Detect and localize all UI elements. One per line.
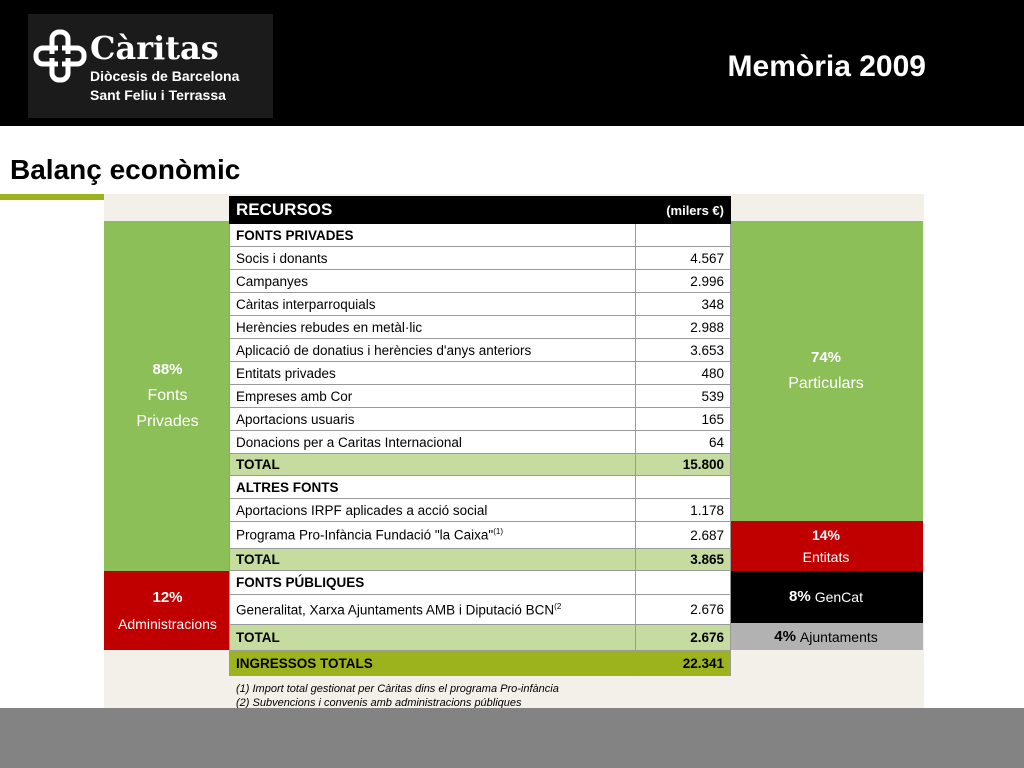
caritas-logo: Càritas Diòcesis de Barcelona Sant Feliu… — [28, 14, 273, 118]
row-value: 2.676 — [635, 594, 731, 625]
row-label: Socis i donants — [229, 246, 636, 270]
row-label: Entitats privades — [229, 361, 636, 385]
panel-percent: 8% — [789, 588, 811, 605]
row-value: 1.178 — [635, 498, 731, 522]
table-row: Entitats privades 480 — [229, 361, 731, 385]
footnote: (2) Subvencions i convenis amb administr… — [236, 697, 522, 709]
row-label: Aportacions usuaris — [229, 407, 636, 431]
grand-total-value: 22.341 — [635, 650, 731, 676]
panel-label: Fonts — [147, 387, 188, 404]
panel-label: Ajuntaments — [799, 628, 878, 645]
section-heading: FONTS PÚBLIQUES — [229, 570, 636, 595]
panel-label: Administracions — [118, 615, 217, 632]
total-label: TOTAL — [229, 548, 636, 571]
row-label-cell: Generalitat, Xarxa Ajuntaments AMB i Dip… — [229, 594, 636, 625]
panel-percent: 14% — [811, 527, 841, 543]
total-row: TOTAL 3.865 — [229, 548, 731, 571]
row-label: Càritas interparroquials — [229, 292, 636, 316]
grand-total-label: INGRESSOS TOTALS — [229, 650, 636, 676]
row-label: Programa Pro-Infància Fundació "la Caixa… — [236, 527, 494, 543]
panel-percent: 88% — [152, 361, 183, 378]
panel-entitats: 14% Entitats — [729, 521, 923, 571]
row-label-cell: Programa Pro-Infància Fundació "la Caixa… — [229, 521, 636, 549]
section-heading-row: FONTS PRIVADES — [229, 223, 731, 247]
table-row: Campanyes 2.996 — [229, 269, 731, 293]
logo-name: Càritas — [90, 29, 219, 67]
panel-gencat: 8% GenCat — [729, 571, 923, 623]
panel-percent: 4% — [774, 627, 796, 645]
table-row: Empreses amb Cor 539 — [229, 384, 731, 408]
table-row: Socis i donants 4.567 — [229, 246, 731, 270]
panel-label: Particulars — [788, 375, 864, 392]
total-value: 15.800 — [635, 453, 731, 476]
row-label: Empreses amb Cor — [229, 384, 636, 408]
row-value: 348 — [635, 292, 731, 316]
section-heading: ALTRES FONTS — [229, 475, 636, 499]
panel-particulars: 74% Particulars — [729, 221, 923, 521]
row-value: 539 — [635, 384, 731, 408]
row-value: 480 — [635, 361, 731, 385]
section-heading-row: FONTS PÚBLIQUES — [229, 570, 731, 595]
footer-bar — [0, 708, 1024, 768]
footnotes: (1) Import total gestionat per Càritas d… — [236, 682, 559, 710]
panel-label: Privades — [136, 413, 199, 430]
total-value: 2.676 — [635, 624, 731, 651]
total-label: TOTAL — [229, 624, 636, 651]
section-heading-row: ALTRES FONTS — [229, 475, 731, 499]
table-row: Donacions per a Caritas Internacional 64 — [229, 430, 731, 454]
panel-label: Entitats — [802, 549, 850, 565]
memoria-title: Memòria 2009 — [727, 50, 926, 83]
panel-administracions: 12% Administracions — [104, 571, 231, 650]
row-value: 165 — [635, 407, 731, 431]
table-unit: (milers €) — [635, 196, 731, 224]
table-row: Aportacions usuaris 165 — [229, 407, 731, 431]
row-label: Aportacions IRPF aplicades a acció socia… — [229, 498, 636, 522]
table-row: Aportacions IRPF aplicades a acció socia… — [229, 498, 731, 522]
table-row: Generalitat, Xarxa Ajuntaments AMB i Dip… — [229, 594, 731, 625]
logo-diocese: Diòcesis de Barcelona — [90, 68, 240, 84]
caritas-cross-icon — [33, 29, 87, 83]
row-value: 2.996 — [635, 269, 731, 293]
table-title: RECURSOS — [229, 196, 636, 224]
row-label: Herències rebudes en metàl·lic — [229, 315, 636, 339]
header-bar: Càritas Diòcesis de Barcelona Sant Feliu… — [0, 0, 1024, 126]
row-value: 4.567 — [635, 246, 731, 270]
grand-total-row: INGRESSOS TOTALS 22.341 — [229, 650, 731, 676]
panel-ajuntaments: 4% Ajuntaments — [729, 623, 923, 650]
section-heading: FONTS PRIVADES — [229, 223, 636, 247]
panel-percent: 74% — [810, 349, 842, 366]
panel-fonts-privades: 88% Fonts Privades — [104, 221, 231, 571]
table-row: Càritas interparroquials 348 — [229, 292, 731, 316]
row-label: Aplicació de donatius i herències d'anys… — [229, 338, 636, 362]
row-label: Donacions per a Caritas Internacional — [229, 430, 636, 454]
total-label: TOTAL — [229, 453, 636, 476]
table-header-row: RECURSOS (milers €) — [229, 196, 731, 224]
row-value: 2.988 — [635, 315, 731, 339]
total-row: TOTAL 2.676 — [229, 624, 731, 651]
page-title: Balanç econòmic — [10, 154, 241, 185]
row-label: Campanyes — [229, 269, 636, 293]
panel-label: GenCat — [814, 589, 863, 605]
footnote: (1) Import total gestionat per Càritas d… — [236, 683, 559, 695]
recursos-table: RECURSOS (milers €) FONTS PRIVADES Socis… — [229, 196, 731, 676]
table-row: Herències rebudes en metàl·lic 2.988 — [229, 315, 731, 339]
row-value: 2.687 — [635, 521, 731, 549]
total-value: 3.865 — [635, 548, 731, 571]
footnote-marker: (1) — [493, 527, 503, 537]
panel-percent: 12% — [152, 588, 183, 606]
row-label: Generalitat, Xarxa Ajuntaments AMB i Dip… — [236, 602, 555, 618]
footnote-marker: (2 — [554, 601, 562, 611]
row-value: 3.653 — [635, 338, 731, 362]
row-value: 64 — [635, 430, 731, 454]
total-row: TOTAL 15.800 — [229, 453, 731, 476]
table-row: Programa Pro-Infància Fundació "la Caixa… — [229, 521, 731, 549]
table-row: Aplicació de donatius i herències d'anys… — [229, 338, 731, 362]
logo-subtitle: Sant Feliu i Terrassa — [90, 87, 226, 103]
